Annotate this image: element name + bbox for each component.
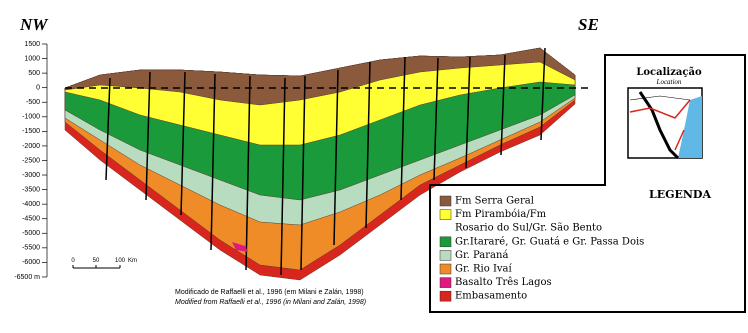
depth-label: 1500 (24, 41, 40, 48)
legend-swatch (439, 209, 452, 220)
well (280, 77, 286, 276)
depth-label: -6000 (22, 259, 40, 266)
legend-frame (429, 54, 746, 313)
depth-label: 0 (36, 85, 40, 92)
depth-label: -2000 (22, 143, 40, 150)
cross-section (64, 47, 576, 281)
rock-layer (64, 47, 576, 106)
well (180, 71, 186, 216)
depth-label: -500 (26, 99, 40, 106)
depth-label: -3500 (22, 186, 40, 193)
depth-label: -5500 (22, 245, 40, 252)
depth-label: -4000 (22, 201, 40, 208)
legend-swatch (439, 290, 452, 302)
depth-label: 500 (28, 70, 40, 77)
caption-en: Modified from Raffaelli et al., 1996 (in… (175, 299, 366, 306)
well (365, 61, 371, 229)
well (145, 71, 151, 201)
legend-swatch (439, 277, 452, 288)
caption-pt: Modificado de Raffaelli et al., 1996 (em… (175, 289, 364, 296)
legend-label: Embasamento (455, 291, 527, 302)
depth-label: -1500 (22, 128, 40, 135)
well (500, 54, 506, 156)
scale-bar (72, 265, 121, 269)
depth-label: -4500 (22, 216, 40, 223)
well (300, 75, 306, 271)
well (465, 56, 471, 169)
depth-label: -2500 (22, 157, 40, 164)
legend-swatch (439, 263, 452, 275)
location-title: Localização (636, 67, 702, 78)
se-label: SE (578, 15, 599, 34)
nw-label: NW (19, 15, 49, 34)
legend-swatch (439, 195, 452, 207)
scale-label: Km (128, 258, 137, 264)
legend-label: Fm Pirambóia/Fm (455, 209, 547, 220)
scale-label: 0 (71, 258, 75, 264)
well (540, 47, 546, 141)
legend-label: Rosario do Sul/Gr. São Bento (455, 223, 602, 234)
legend-title: LEGENDA (649, 188, 711, 201)
well (333, 69, 339, 246)
legend-label: Gr. Rio Ivaí (455, 264, 513, 275)
legend-swatch (439, 250, 452, 261)
well (400, 56, 406, 201)
depth-label: 1000 (24, 55, 40, 62)
legend-label: Basalto Três Lagos (455, 277, 552, 288)
depth-label: -1000 (22, 114, 40, 121)
scale-label: 50 (93, 258, 100, 264)
legend-label: Gr.Itararé, Gr. Guatá e Gr. Passa Dois (455, 236, 644, 247)
location-map (627, 87, 703, 160)
depth-label: -3000 (22, 172, 40, 179)
location-subtitle: Location (656, 78, 682, 86)
well (433, 57, 439, 181)
rock-layer (232, 242, 248, 252)
scale-label: 100 (115, 258, 126, 264)
legend-swatch (439, 236, 452, 248)
legend-label: Gr. Paraná (455, 250, 508, 261)
depth-label: -6500 m (14, 274, 40, 281)
well (245, 75, 251, 271)
well (105, 77, 111, 181)
well (210, 73, 216, 251)
legend-label: Fm Serra Geral (455, 196, 534, 207)
depth-label: -5000 (22, 230, 40, 237)
